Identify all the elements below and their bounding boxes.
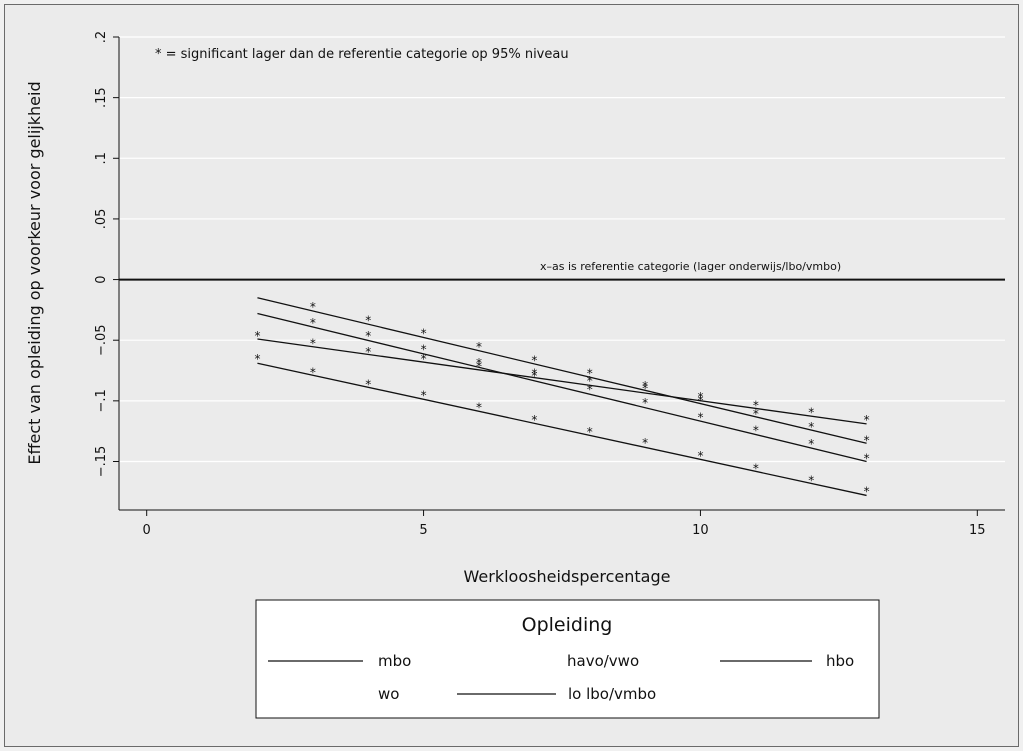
significance-marker: * (642, 379, 648, 393)
x-tick-label: 5 (419, 523, 427, 538)
x-tick-label: 15 (969, 523, 986, 538)
significance-marker: * (697, 410, 703, 424)
significance-marker: * (531, 367, 537, 381)
x-tick-label: 10 (692, 523, 709, 538)
significance-marker: * (476, 356, 482, 370)
significance-marker: * (310, 336, 316, 350)
significance-marker: * (642, 396, 648, 410)
significance-marker: * (365, 345, 371, 359)
significance-marker: * (808, 420, 814, 434)
significance-markers: ****************************************… (254, 300, 869, 498)
y-tick-label: −.05 (94, 324, 109, 356)
significance-marker: * (310, 366, 316, 380)
y-axis-title: Effect van opleiding op voorkeur voor ge… (25, 81, 44, 464)
plot-area (119, 37, 1005, 510)
legend-label: wo (378, 685, 399, 703)
x-tick-label: 0 (143, 523, 151, 538)
legend-label: lo lbo/vmbo (568, 685, 656, 703)
significance-marker: * (310, 316, 316, 330)
significance-marker: * (587, 374, 593, 388)
significance-marker: * (753, 424, 759, 438)
legend-label: hbo (826, 652, 854, 670)
significance-marker: * (587, 367, 593, 381)
significance-marker: * (531, 353, 537, 367)
y-tick-label: −.15 (94, 446, 109, 478)
significance-marker: * (864, 433, 870, 447)
y-tick-label: .2 (94, 31, 109, 43)
significance-marker: * (476, 401, 482, 415)
significance-marker: * (808, 473, 814, 487)
significance-marker: * (254, 329, 260, 343)
significance-marker: * (753, 461, 759, 475)
x-axis-title: Werkloosheidspercentage (464, 567, 671, 586)
legend-title: Opleiding (522, 614, 613, 636)
significance-marker: * (697, 449, 703, 463)
legend-label: havo/vwo (567, 652, 639, 670)
reference-line-label: x–as is referentie categorie (lager onde… (540, 260, 841, 273)
significance-marker: * (476, 340, 482, 354)
significance-note: * = significant lager dan de referentie … (155, 47, 569, 62)
y-tick-label: 0 (94, 275, 109, 283)
series-line-hbo (257, 312, 867, 463)
significance-marker: * (365, 329, 371, 343)
significance-marker: * (421, 327, 427, 341)
x-axis-ticks: 0 5 10 15 (143, 510, 986, 538)
y-tick-label: −.1 (94, 389, 109, 412)
significance-marker: * (531, 369, 537, 383)
significance-marker: * (254, 352, 260, 366)
series-lines (257, 297, 867, 497)
significance-marker: * (808, 406, 814, 420)
significance-marker: * (365, 378, 371, 392)
y-axis-ticks: .2 .15 .1 .05 0 −.05 −.1 −.15 (94, 31, 119, 477)
legend-box (255, 599, 880, 719)
significance-marker: * (587, 425, 593, 439)
legend-items: mbo havo/vwo hbo wo lo lbo/vmbo (268, 652, 854, 703)
significance-marker: * (310, 300, 316, 314)
significance-marker: * (864, 452, 870, 466)
significance-marker: * (642, 381, 648, 395)
significance-marker: * (531, 413, 537, 427)
grid-lines (119, 36, 1005, 463)
significance-marker: * (642, 436, 648, 450)
significance-marker: * (697, 390, 703, 404)
significance-marker: * (697, 393, 703, 407)
series-line-wo (257, 362, 867, 497)
significance-marker: * (753, 407, 759, 421)
significance-marker: * (476, 359, 482, 373)
significance-marker: * (753, 398, 759, 412)
series-line-mbo (257, 338, 867, 425)
y-tick-label: .15 (94, 87, 109, 108)
significance-marker: * (365, 313, 371, 327)
y-tick-label: .05 (94, 209, 109, 230)
y-tick-label: .1 (94, 152, 109, 164)
significance-marker: * (808, 437, 814, 451)
significance-marker: * (864, 413, 870, 427)
significance-marker: * (587, 383, 593, 397)
significance-marker: * (864, 484, 870, 498)
significance-marker: * (421, 352, 427, 366)
legend-label: mbo (378, 652, 411, 670)
significance-marker: * (421, 342, 427, 356)
significance-marker: * (421, 389, 427, 403)
series-line-havo-vwo (257, 297, 867, 444)
